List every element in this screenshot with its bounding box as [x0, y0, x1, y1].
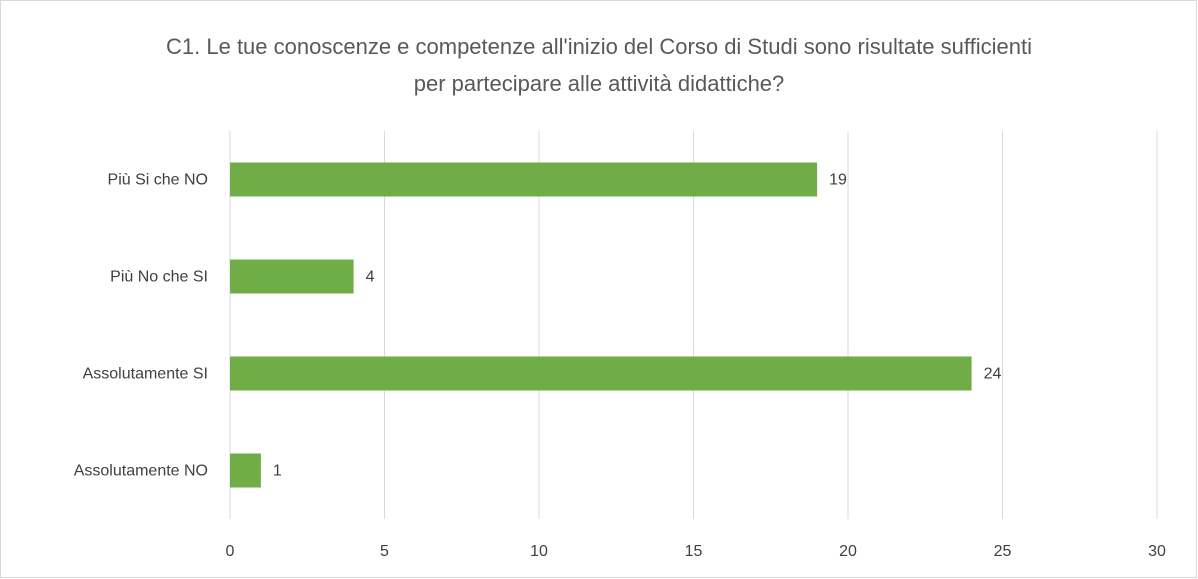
bar: [230, 259, 354, 294]
x-tick-label: 0: [226, 543, 235, 560]
bar: [230, 356, 972, 391]
y-tick-label: Assolutamente SI: [83, 366, 208, 383]
bar: [230, 162, 818, 197]
value-label: 4: [366, 269, 375, 286]
value-label: 24: [984, 366, 1002, 383]
y-tick-label: Assolutamente NO: [74, 463, 208, 480]
bar: [230, 453, 261, 488]
x-tick-label: 10: [530, 543, 548, 560]
y-tick-label: Più No che SI: [110, 269, 208, 286]
x-tick-label: 5: [380, 543, 389, 560]
x-tick-label: 25: [994, 543, 1012, 560]
x-tick-label: 20: [839, 543, 857, 560]
x-tick-label: 15: [685, 543, 703, 560]
x-tick-label: 30: [1148, 543, 1166, 560]
chart-title: C1. Le tue conoscenze e competenze all'i…: [166, 34, 1032, 96]
value-label: 1: [273, 463, 282, 480]
y-tick-label: Più Si che NO: [108, 172, 208, 189]
value-label: 19: [829, 172, 847, 189]
